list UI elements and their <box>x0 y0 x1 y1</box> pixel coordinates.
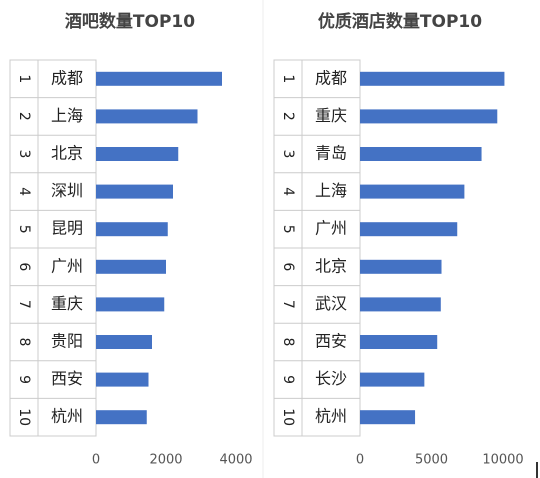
bar <box>360 222 458 237</box>
x-tick-label: 4000 <box>219 453 252 468</box>
bar <box>96 372 149 387</box>
rank-label: 5 <box>16 225 32 234</box>
category-label: 青岛 <box>315 144 347 163</box>
category-label: 成都 <box>51 68 83 87</box>
bar <box>360 372 425 387</box>
category-label: 成都 <box>315 68 347 87</box>
chart-title: 酒吧数量TOP10 <box>65 11 195 32</box>
category-label: 北京 <box>51 144 83 163</box>
rank-label: 4 <box>16 187 32 196</box>
rank-label: 3 <box>16 150 32 159</box>
rank-label: 9 <box>280 375 296 384</box>
x-tick-label: 2000 <box>149 453 182 468</box>
rank-label: 5 <box>280 225 296 234</box>
rank-label: 3 <box>280 150 296 159</box>
category-label: 深圳 <box>51 181 83 200</box>
bar <box>96 71 222 86</box>
chart-title: 优质酒店数量TOP10 <box>318 11 482 32</box>
rank-label: 6 <box>16 262 32 271</box>
rank-label: 6 <box>280 262 296 271</box>
bar <box>96 147 179 161</box>
x-tick-label: 10000 <box>482 453 523 468</box>
rank-label: 2 <box>280 112 296 121</box>
category-label: 西安 <box>51 369 83 388</box>
category-label: 上海 <box>51 106 83 125</box>
category-label: 重庆 <box>51 294 83 313</box>
rank-label: 8 <box>16 338 32 347</box>
category-label: 杭州 <box>51 407 83 426</box>
bar <box>96 410 147 425</box>
bar <box>96 297 165 312</box>
category-label: 重庆 <box>315 106 347 125</box>
x-tick-label: 0 <box>92 453 100 468</box>
bar <box>96 335 152 349</box>
category-label: 北京 <box>315 256 347 275</box>
rank-label: 8 <box>280 338 296 347</box>
rank-label: 2 <box>16 112 32 121</box>
bar <box>96 184 173 199</box>
category-label: 西安 <box>315 332 347 351</box>
bar <box>360 147 482 161</box>
x-tick-label: 5000 <box>415 453 448 468</box>
rank-label: 10 <box>280 408 296 426</box>
bar <box>96 109 198 124</box>
category-label: 广州 <box>315 219 347 238</box>
category-label: 广州 <box>51 256 83 275</box>
rank-label: 9 <box>16 375 32 384</box>
rank-label: 1 <box>280 74 296 83</box>
rank-label: 10 <box>16 408 32 426</box>
x-tick-label: 0 <box>356 453 364 468</box>
category-label: 长沙 <box>315 369 347 388</box>
bar <box>360 71 505 86</box>
bar <box>96 259 166 274</box>
category-label: 昆明 <box>51 219 83 238</box>
category-label: 武汉 <box>315 294 347 313</box>
rank-label: 7 <box>280 300 296 309</box>
rank-label: 1 <box>16 74 32 83</box>
bar <box>360 297 441 312</box>
category-label: 贵阳 <box>51 332 83 351</box>
bar <box>96 222 168 237</box>
bar <box>360 259 442 274</box>
bar <box>360 335 438 349</box>
bar <box>360 184 465 199</box>
rank-label: 4 <box>280 187 296 196</box>
category-label: 杭州 <box>315 407 347 426</box>
rank-label: 7 <box>16 300 32 309</box>
bar <box>360 410 416 425</box>
bar <box>360 109 498 124</box>
category-label: 上海 <box>315 181 347 200</box>
